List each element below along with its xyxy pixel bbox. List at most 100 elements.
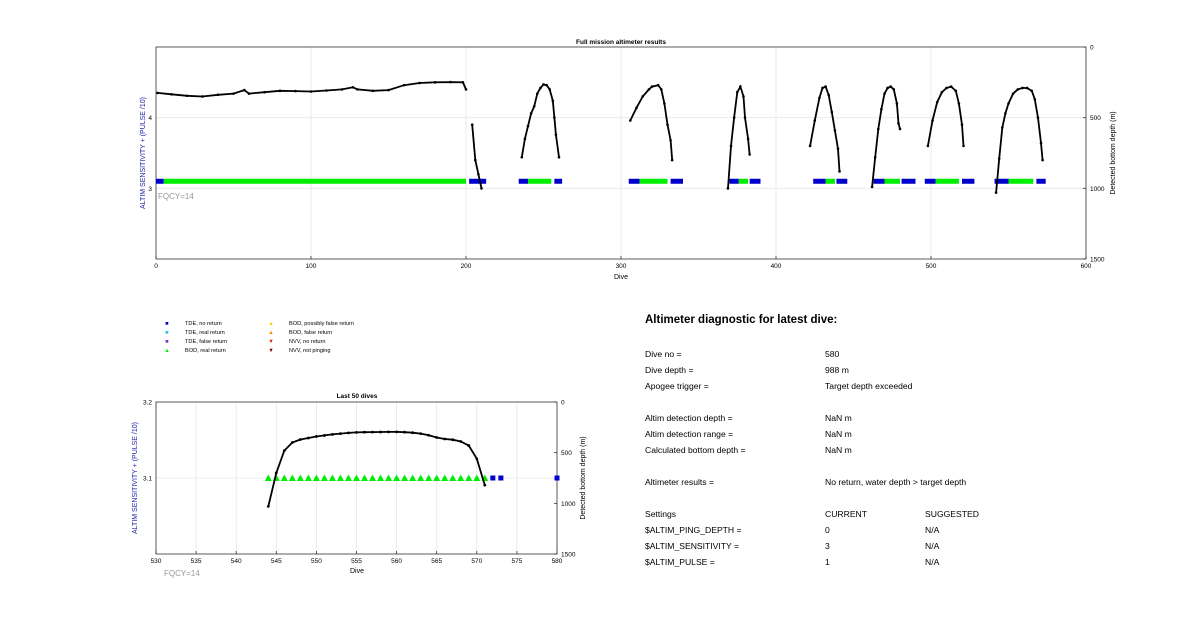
bottom-depth-line (927, 85, 965, 147)
bottom-depth-point (340, 88, 344, 91)
legend-label: BOD, false return (289, 330, 333, 336)
bottom-depth-point (1030, 89, 1034, 93)
bottom-depth-point (898, 127, 902, 131)
legend-label: BOD, possibly false return (289, 321, 354, 327)
bottom-depth-point (395, 430, 398, 434)
sensitivity-current: 3 (825, 541, 830, 551)
bottom-depth-point (886, 86, 889, 90)
bod-real-return-marker (361, 474, 369, 481)
bottom-depth-point (669, 138, 672, 142)
results-value: No return, water depth > target depth (825, 477, 967, 487)
bod-real-return-marker (1008, 178, 1034, 184)
diagnostic-panel: Altimeter diagnostic for latest dive: Di… (645, 314, 1165, 570)
bottom-depth-point (379, 430, 382, 434)
x-tick-label: 400 (771, 263, 782, 270)
bottom-depth-point (536, 92, 539, 95)
bottom-depth-point (870, 185, 874, 189)
legend-item-bod-real-return: ▲ BOD, real return (161, 347, 226, 356)
bod-real-return-marker (425, 474, 433, 481)
legend-marker-triangle-down-icon: ▼ (268, 339, 274, 345)
bottom-depth-point (1016, 88, 1020, 91)
bod-real-return-marker (377, 474, 385, 481)
y-tick-label: 3.1 (143, 476, 152, 483)
bottom-depth-point (290, 441, 294, 444)
bottom-depth-point (650, 85, 654, 88)
bottom-depth-point (548, 88, 551, 91)
bottom-depth-point (873, 155, 877, 159)
bod-real-return-marker (393, 474, 401, 481)
bod-real-return-marker (264, 474, 272, 481)
bottom-depth-point (351, 85, 355, 89)
detection-range-label: Altim detection range = (645, 429, 734, 439)
bottom-depth-point (232, 92, 235, 95)
legend-marker-square-icon: ■ (165, 330, 169, 336)
calc-depth-label: Calculated bottom depth = (645, 445, 746, 455)
bottom-depth-point (480, 187, 483, 190)
bottom-depth-point (298, 438, 302, 441)
bottom-depth-point (895, 102, 899, 105)
bottom-depth-point (282, 449, 286, 453)
bottom-depth-point (539, 86, 542, 90)
bottom-depth-point (470, 123, 474, 127)
tde-no-return-marker (924, 178, 936, 184)
x-tick-label: 300 (616, 263, 627, 270)
legend-marker-triangle-up-icon: ▲ (164, 348, 170, 354)
bottom-depth-point (739, 85, 742, 88)
bottom-depth-point (474, 158, 477, 162)
bottom-depth-point (960, 123, 964, 127)
chart2-xlabel: Dive (350, 568, 364, 575)
bottom-depth-point (371, 430, 374, 434)
legend-item-tde-false-return: ■ TDE, false return (161, 338, 227, 347)
y2-tick-label: 1500 (561, 552, 576, 559)
bottom-depth-point (402, 83, 406, 87)
bottom-depth-point (1041, 158, 1044, 162)
apogee-label: Apogee trigger = (645, 381, 709, 391)
legend-label: NVV, no return (289, 339, 326, 345)
legend-label: TDE, no return (185, 321, 222, 327)
bottom-depth-point (557, 155, 561, 159)
bottom-depth-point (660, 88, 663, 91)
results-row: Altimeter results = No return, water dep… (645, 474, 1165, 490)
bod-real-return-marker (825, 178, 835, 184)
bottom-depth-point (729, 144, 733, 148)
bottom-depth-point (263, 90, 266, 94)
bod-real-return-marker (385, 474, 393, 481)
legend-item-tde-no-return: ■ TDE, no return (161, 320, 222, 329)
bottom-depth-point (331, 433, 334, 436)
bod-real-return-marker (528, 178, 552, 184)
x-tick-label: 570 (471, 558, 482, 565)
full-mission-chart: Full mission altimeter results 0 100 200 30… (140, 39, 1117, 281)
x-tick-label: 575 (511, 558, 522, 565)
chart1-ylabel: ALTIM SENSITIVITY + (PULSE /10) (140, 97, 147, 209)
bottom-depth-point (266, 504, 270, 508)
bottom-depth-point (545, 83, 548, 87)
bottom-depth-point (418, 81, 421, 85)
bottom-depth-point (247, 92, 251, 95)
tde-no-return-marker (518, 178, 528, 184)
bottom-depth-point (553, 116, 556, 119)
bottom-depth-point (892, 88, 896, 91)
tde-no-return-marker (901, 178, 916, 184)
x-tick-label: 565 (431, 558, 442, 565)
sensitivity-label: $ALTIM_SENSITIVITY = (645, 541, 740, 551)
bod-real-return-marker (738, 178, 749, 184)
detection-depth-row: Altim detection depth = NaN m (645, 410, 1165, 426)
bottom-depth-point (363, 430, 366, 434)
bottom-depth-point (156, 91, 159, 95)
bottom-depth-point (743, 116, 747, 119)
pulse-current: 1 (825, 557, 830, 567)
tde-no-return-marker (1036, 178, 1046, 184)
y-tick-label: 4 (148, 115, 152, 122)
bottom-depth-point (838, 170, 841, 173)
bod-real-return-marker (417, 474, 425, 481)
bottom-depth-point (735, 90, 739, 94)
bod-real-return-marker (336, 474, 344, 481)
legend-item-bod-possibly-false: ▲ BOD, possibly false return (265, 320, 354, 329)
bottom-depth-point (994, 191, 998, 194)
chart2-ylabel: ALTIM SENSITIVITY + (PULSE /10) (132, 422, 139, 534)
legend: ■ TDE, no return ■ TDE, real return ■ TDE, … (155, 320, 415, 364)
detection-depth-value: NaN m (825, 413, 852, 423)
bod-real-return-marker (328, 474, 336, 481)
chart1-y2label: Detected bottom depth (m) (1110, 111, 1117, 194)
bottom-depth-point (1007, 102, 1010, 105)
